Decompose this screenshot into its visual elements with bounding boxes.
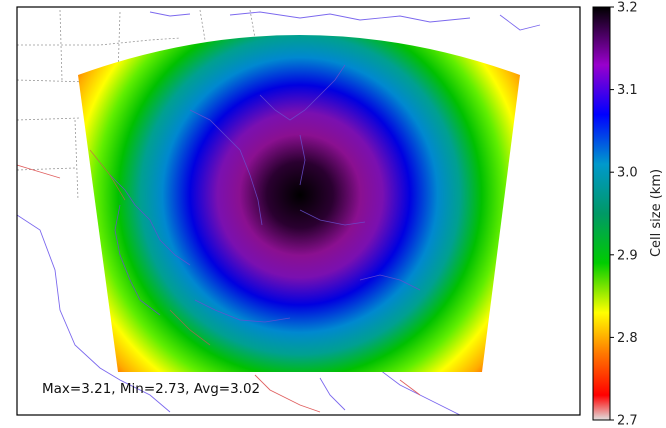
- field-coastlines: [109, 64, 421, 323]
- colorbar-tick-label: 3.1: [617, 83, 638, 98]
- colorbar-tick-label: 2.8: [617, 331, 638, 346]
- colorbar-label: Cell size (km): [649, 169, 664, 257]
- colorbar-tick-label: 3.2: [617, 1, 638, 16]
- colorbar-ticks: 2.7 2.8 2.9 3.0 3.1 3.2: [610, 1, 638, 428]
- stats-annotation: Max=3.21, Min=2.73, Avg=3.02: [42, 381, 260, 397]
- colorbar-tick-label: 3.0: [617, 166, 638, 181]
- colorbar-frame: [592, 6, 611, 421]
- colorbar-tick-label: 2.9: [617, 248, 638, 263]
- cell-size-field: [78, 35, 520, 372]
- map-frame: [16, 6, 581, 416]
- coastlines: [17, 11, 541, 415]
- colorbar-tick-label: 2.7: [617, 414, 638, 428]
- country-borders: [17, 164, 421, 413]
- colorbar: 2.7 2.8 2.9 3.0 3.1 3.2 Cell size (km): [592, 1, 664, 428]
- map-axes: Max=3.21, Min=2.73, Avg=3.02: [17, 7, 580, 415]
- colorbar-gradient: [593, 7, 610, 420]
- field-borders: [89, 149, 211, 346]
